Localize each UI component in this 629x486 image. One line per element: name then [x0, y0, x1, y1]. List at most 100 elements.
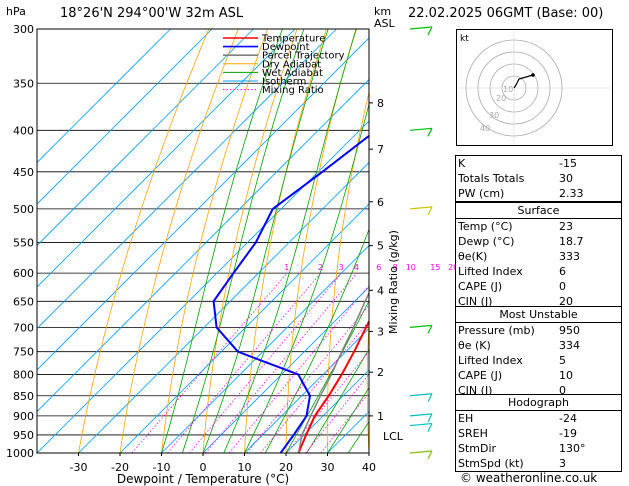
- wind-barb-flag: [427, 393, 433, 403]
- mixing-ratio-label: 20: [448, 263, 458, 272]
- pressure-tick-label: 500: [13, 203, 34, 216]
- mixing-ratio-label: 8: [393, 263, 398, 272]
- wind-barb-shaft: [409, 127, 433, 131]
- isotherm-line: [161, 244, 369, 453]
- dry-adiabat-line: [202, 29, 298, 453]
- hodograph-trace: [513, 74, 534, 89]
- mixing-ratio-label: 2: [318, 263, 323, 272]
- datetime-label: 22.02.2025 06GMT (Base: 00): [408, 6, 604, 21]
- wind-barb-flag: [427, 325, 433, 334]
- isotherm-line: [119, 203, 369, 453]
- wind-barb-shaft: [409, 393, 433, 397]
- wind-barb-flag: [427, 413, 433, 423]
- legend-entry: Parcel Trajectory: [262, 51, 345, 62]
- pressure-tick-label: 350: [13, 77, 34, 90]
- hodograph-ring-label: 10: [503, 85, 513, 94]
- x-tick-label: -20: [111, 461, 129, 474]
- km-tick-label: 3: [377, 325, 384, 338]
- isotherm-line: [202, 286, 369, 453]
- pressure-tick-label: 700: [13, 321, 34, 334]
- isotherm-line: [285, 369, 369, 453]
- surface-row: θe(K) 333: [458, 250, 580, 263]
- wet-adiabat-line: [306, 348, 369, 453]
- mixing-ratio-label: 6: [376, 263, 381, 272]
- x-tick-label: -30: [70, 461, 88, 474]
- mixing-ratio-line: [246, 304, 369, 453]
- x-tick-label: 20: [279, 461, 293, 474]
- legend-entry: Dewpoint: [262, 42, 310, 53]
- pressure-tick-label: 550: [13, 236, 34, 249]
- km-tick-label: 4: [377, 284, 384, 297]
- wind-barb-shaft: [409, 206, 433, 210]
- hodograph-ring-label: 30: [489, 111, 499, 120]
- mixing-ratio-label: 10: [406, 263, 416, 272]
- hodo-title: Hodograph: [456, 395, 621, 411]
- mixing-ratio-line: [131, 272, 288, 453]
- pressure-tick-label: 750: [13, 346, 34, 359]
- unstable-row: Pressure (mb) 950: [458, 324, 580, 337]
- isotherm-line: [244, 327, 369, 453]
- isotherm-line: [37, 120, 369, 453]
- pressure-tick-label: 900: [13, 410, 34, 423]
- x-axis-label: Dewpoint / Temperature (°C): [117, 472, 289, 486]
- wind-barb-shaft: [409, 422, 433, 427]
- unstable-panel: Most Unstable Pressure (mb) 950 θe (K) 334…: [455, 306, 622, 399]
- km-label: km: [374, 5, 392, 18]
- wind-barb-shaft: [409, 324, 433, 328]
- pressure-tick-label: 600: [13, 267, 34, 280]
- wind-barb-flag: [427, 206, 433, 216]
- dry-adiabat-line: [78, 29, 210, 453]
- hodograph-ring-label: 40: [480, 124, 490, 133]
- isotherm-line: [37, 29, 171, 164]
- dewpoint-line: [212, 134, 369, 453]
- storm-motion-marker: [531, 73, 535, 77]
- wind-barb-shaft: [409, 413, 433, 417]
- hodo-row: StmSpd (kt) 3: [458, 457, 566, 470]
- index-row-totals: Totals Totals 30: [458, 172, 573, 185]
- wind-barb-shaft: [409, 26, 433, 30]
- surface-row: Dewp (°C) 18.7: [458, 235, 584, 248]
- dry-adiabat-line: [285, 29, 357, 453]
- asl-label: ASL: [374, 17, 395, 30]
- wet-adiabat-line: [327, 386, 369, 453]
- unstable-title: Most Unstable: [456, 307, 621, 323]
- surface-row: CIN (J) 20: [458, 295, 573, 308]
- unstable-row: Lifted Index 5: [458, 354, 566, 367]
- km-tick-label: 7: [377, 143, 384, 156]
- dry-adiabat-line: [406, 29, 444, 453]
- mixing-ratio-line: [189, 272, 342, 453]
- index-row-pw: PW (cm) 2.33: [458, 187, 584, 200]
- x-tick-label: 10: [238, 461, 252, 474]
- location-label: 18°26'N 294°00'W 32m ASL: [60, 6, 244, 21]
- hodograph-ring-label: 20: [496, 94, 506, 103]
- hodograph-kt-label: kt: [460, 34, 469, 44]
- hodo-row: SREH -19: [458, 427, 577, 440]
- mixing-ratio-label: 1: [284, 263, 289, 272]
- mixing-ratio-label: 15: [430, 263, 440, 272]
- pressure-tick-label: 950: [13, 429, 34, 442]
- unstable-row: θe (K) 334: [458, 339, 580, 352]
- dry-adiabat-line: [161, 29, 268, 453]
- unstable-row: CIN (J) 0: [458, 384, 566, 397]
- mixing-ratio-label: 3: [339, 263, 344, 272]
- isotherm-line: [78, 161, 369, 453]
- parcel-trajectory-line: [297, 291, 369, 453]
- hodo-row: StmDir 130°: [458, 442, 586, 455]
- isotherm-line: [37, 78, 369, 413]
- copyright-label: © weatheronline.co.uk: [460, 471, 598, 485]
- mixing-ratio-line: [205, 272, 358, 453]
- isotherm-line: [37, 29, 337, 330]
- pressure-tick-label: 1000: [6, 447, 34, 460]
- unstable-row: CAPE (J) 10: [458, 369, 573, 382]
- hpa-label: hPa: [6, 5, 26, 18]
- wind-barb-shaft: [409, 450, 433, 454]
- dry-adiabat-line: [366, 313, 369, 453]
- surface-panel: Surface Temp (°C) 23 Dewp (°C) 18.7 θe(K) 3…: [455, 202, 622, 310]
- x-tick-label: 0: [200, 461, 207, 474]
- dry-adiabat-line: [244, 29, 327, 453]
- wet-adiabat-line: [264, 228, 369, 453]
- pressure-tick-label: 800: [13, 368, 34, 381]
- pressure-tick-label: 450: [13, 166, 34, 179]
